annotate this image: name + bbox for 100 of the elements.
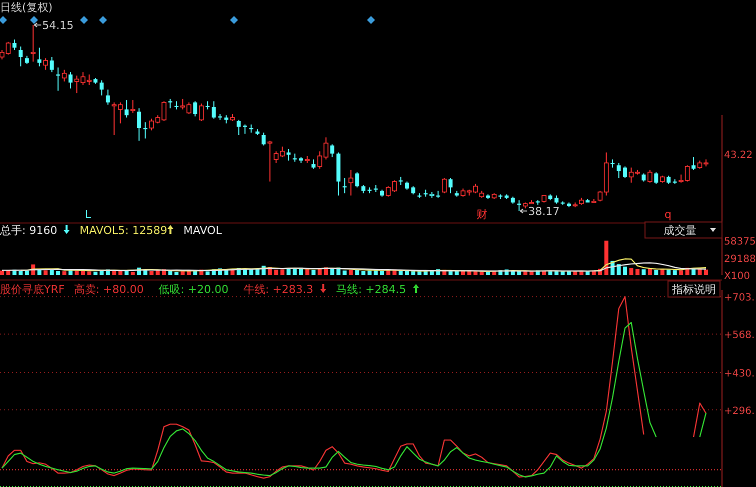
y-tick-label: 29188 [724,254,756,265]
text: MAVOL [183,224,223,237]
candlestick [18,46,23,67]
bar [168,270,172,275]
chart-title: 股价寻底YRF [0,283,65,296]
candlestick [168,98,172,109]
bar [44,270,48,275]
bar [355,270,360,275]
bar [224,270,228,275]
ref-line-label: 高卖: +80.00 [74,283,144,296]
annotation: 财 [476,208,488,221]
text: 43.22 [724,150,753,161]
candlestick [442,178,447,194]
bar [143,270,148,275]
candlestick [348,169,354,196]
bar [62,271,66,275]
y-tick-label: +296. [724,406,755,417]
bar [93,272,98,275]
bar [368,270,372,275]
candlestick [124,100,129,118]
candlestick [312,158,316,170]
candlestick [130,100,136,114]
candlestick [355,172,360,188]
bar [24,270,29,275]
bar [348,270,353,275]
chart-title: 成交量 [664,224,696,237]
y-tick-label: +430. [724,368,755,380]
bar [672,270,677,275]
bar [330,268,334,275]
y-tick-label: X100 [724,271,750,282]
bar [130,272,135,275]
chart-title: 日线(复权) [0,1,53,14]
candlestick [342,178,347,194]
bar [361,271,366,275]
bar [286,268,291,275]
bar [18,271,23,275]
bar [461,271,466,275]
candlestick [330,144,334,158]
bar [380,270,384,275]
bar [37,269,42,275]
candlestick [106,89,110,106]
bar [579,271,584,275]
candlestick [37,47,42,67]
bar [242,269,247,275]
candlestick [50,56,54,73]
bar [704,270,708,275]
bar [629,268,634,275]
bar [623,266,628,275]
candlestick [654,172,658,184]
annotation: L [84,208,92,221]
bar [274,270,278,275]
annotation: 38.17 [528,205,560,218]
bar [654,270,658,275]
legend-label: 总手: 9160 [0,224,58,237]
bar [74,270,79,275]
candlestick [242,124,247,134]
candlestick [30,24,36,62]
candlestick [517,200,522,212]
candlestick [267,140,272,182]
bar [206,271,210,275]
candlestick [198,103,204,122]
bar [280,269,284,275]
bar [604,240,608,275]
bar [698,269,702,275]
bar [312,270,316,275]
bar [666,270,671,275]
candlestick [62,69,67,82]
candlestick [616,162,621,179]
bar [118,270,122,275]
legend-label: 牛线: +283.3 [243,283,314,296]
bar [56,270,60,275]
candlestick [68,72,73,89]
candlestick [12,39,16,51]
candlestick [262,132,266,146]
ref-line-label: 低吸: +20.00 [158,283,229,296]
bar [305,269,310,275]
bar [174,272,178,275]
bar [87,271,92,275]
y-tick-label: +568. [724,330,755,342]
candlestick [648,169,652,184]
bar [642,269,646,275]
bar [635,269,640,275]
bar [0,270,4,275]
legend-label: MAVOL5: 12589 [80,224,168,237]
bar [679,270,684,275]
candlestick [100,80,104,96]
bar [255,269,260,275]
legend-label: 马线: +284.5 [336,283,406,296]
candlestick [193,100,198,117]
candlestick [43,58,48,70]
candlestick [623,166,628,179]
bar [342,270,347,275]
bar [386,270,390,275]
annotation: 指标说明 [671,283,716,296]
y-tick-label: 58375 [724,236,756,248]
candlestick [448,178,453,194]
bar [517,271,522,275]
y-tick-label: +703. [724,292,755,304]
candlestick [236,119,241,136]
bar [660,268,664,275]
